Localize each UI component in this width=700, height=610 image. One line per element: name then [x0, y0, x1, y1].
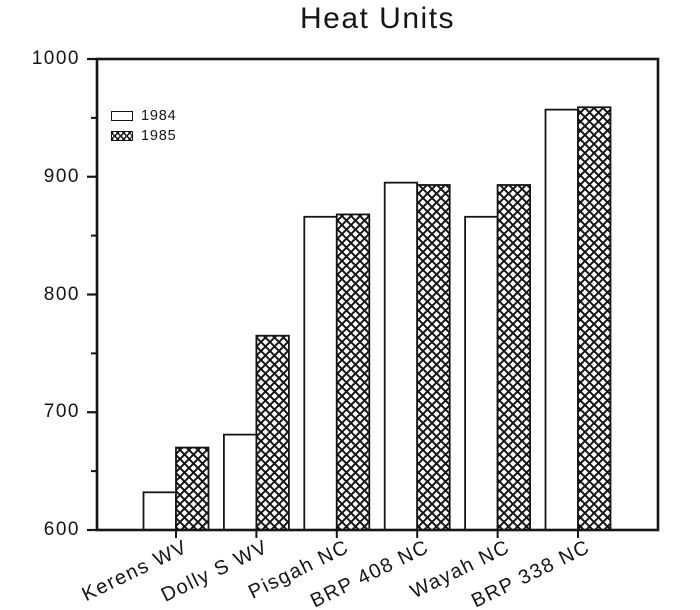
bar-1985-4 — [496, 184, 532, 531]
bar-1985-3 — [416, 184, 451, 531]
bar-1984-0 — [142, 491, 177, 531]
bar-1984-2 — [303, 215, 338, 531]
legend-swatch-crosshatch-icon — [111, 131, 133, 141]
y-tick-label-900: 900 — [43, 165, 80, 187]
legend-item-1984: 1984 — [111, 106, 176, 126]
legend-label-1985: 1985 — [141, 128, 177, 144]
bar-1984-1 — [222, 433, 258, 531]
bar-1985-5 — [577, 106, 612, 531]
y-tick-label-600: 600 — [43, 519, 80, 540]
bar-1985-0 — [175, 446, 210, 531]
y-tick-label-800: 800 — [43, 283, 80, 305]
chart-title: Heat Units — [299, 2, 456, 35]
ticks-group — [87, 57, 579, 538]
bar-1984-4 — [464, 215, 499, 531]
legend-item-1985: 1985 — [111, 126, 176, 146]
bar-1984-5 — [544, 108, 579, 531]
bars-group — [142, 106, 612, 531]
bar-1985-2 — [335, 213, 371, 531]
bar-1985-1 — [255, 334, 290, 531]
legend-swatch-open-icon — [111, 111, 133, 121]
bar-1984-3 — [383, 181, 419, 531]
y-tick-label-700: 700 — [43, 401, 80, 423]
legend-label-1984: 1984 — [141, 108, 177, 124]
y-tick-label-1000: 1000 — [31, 48, 80, 69]
legend: 1984 1985 — [111, 106, 176, 146]
